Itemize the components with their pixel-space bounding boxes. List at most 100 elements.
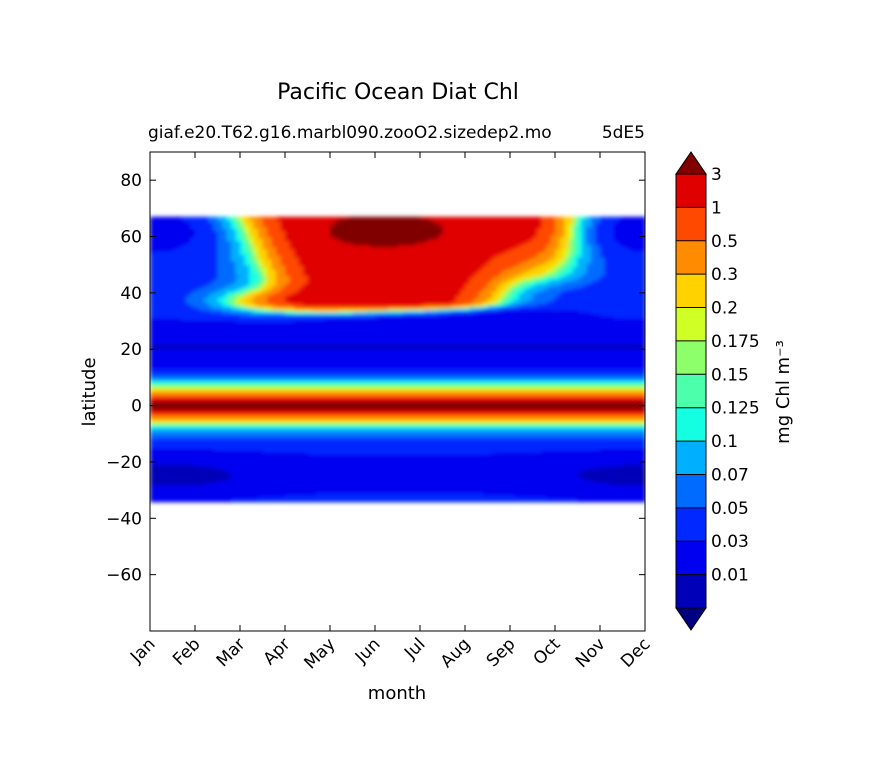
heatmap-cell <box>555 261 561 265</box>
heatmap-cell <box>159 251 165 255</box>
heatmap-cell <box>321 283 327 287</box>
heatmap-cell <box>343 304 349 308</box>
heatmap-cell <box>370 218 376 222</box>
heatmap-cell <box>402 243 408 247</box>
heatmap-cell <box>402 306 408 310</box>
heatmap-cell <box>447 226 453 230</box>
heatmap-cell <box>334 235 340 239</box>
heatmap-cell <box>195 261 201 265</box>
heatmap-cell <box>388 283 394 287</box>
heatmap-cell <box>226 292 232 295</box>
heatmap-cell <box>168 243 174 247</box>
heatmap-cell <box>483 261 489 265</box>
heatmap-cell <box>438 218 444 222</box>
heatmap-cell <box>465 298 471 302</box>
heatmap-cell <box>186 224 192 228</box>
heatmap-cell <box>280 251 286 255</box>
heatmap-cell <box>240 229 246 232</box>
heatmap-cell <box>604 229 610 232</box>
heatmap-cell <box>429 287 435 291</box>
heatmap-cell <box>600 304 606 308</box>
heatmap-cell <box>330 224 336 228</box>
heatmap-cell <box>172 271 178 275</box>
heatmap-cell <box>636 222 642 226</box>
heatmap-cell <box>631 249 637 253</box>
heatmap-cell <box>420 287 426 291</box>
heatmap-cell <box>366 261 372 265</box>
heatmap-cell <box>361 294 367 297</box>
heatmap-cell <box>618 277 624 281</box>
heatmap-cell <box>330 251 336 255</box>
heatmap-cell <box>339 267 345 271</box>
heatmap-cell <box>375 257 381 261</box>
heatmap-cell <box>222 259 228 263</box>
heatmap-cell <box>433 279 439 283</box>
heatmap-cell <box>582 255 588 259</box>
heatmap-cell <box>528 296 534 300</box>
heatmap-cell <box>429 237 435 241</box>
heatmap-cell <box>222 279 228 283</box>
heatmap-cell <box>361 292 367 295</box>
heatmap-cell <box>294 296 300 300</box>
heatmap-cell <box>568 253 574 257</box>
heatmap-cell <box>159 265 165 269</box>
heatmap-cell <box>199 306 205 310</box>
heatmap-cell <box>573 229 579 232</box>
heatmap-cell <box>271 281 277 285</box>
heatmap-cell <box>582 247 588 251</box>
heatmap-cell <box>636 243 642 247</box>
heatmap-cell <box>276 273 282 277</box>
heatmap-cell <box>199 277 205 281</box>
heatmap-cell <box>402 224 408 228</box>
heatmap-cell <box>564 239 570 243</box>
heatmap-cell <box>492 302 498 306</box>
heatmap-cell <box>465 302 471 306</box>
heatmap-cell <box>609 304 615 308</box>
heatmap-cell <box>244 279 250 283</box>
heatmap-cell <box>271 285 277 289</box>
heatmap-cell <box>492 222 498 226</box>
heatmap-cell <box>267 267 273 271</box>
heatmap-cell <box>154 296 160 300</box>
heatmap-cell <box>568 245 574 249</box>
heatmap-cell <box>384 298 390 302</box>
heatmap-cell <box>204 285 210 289</box>
heatmap-cell <box>636 229 642 232</box>
heatmap-cell <box>618 275 624 279</box>
heatmap-cell <box>163 304 169 308</box>
heatmap-cell <box>262 245 268 249</box>
heatmap-cell <box>438 229 444 232</box>
heatmap-cell <box>609 283 615 287</box>
heatmap-cell <box>429 267 435 271</box>
heatmap-cell <box>330 275 336 279</box>
heatmap-cell <box>415 237 421 241</box>
heatmap-cell <box>609 229 615 232</box>
heatmap-cell <box>402 279 408 283</box>
heatmap-cell <box>253 218 259 222</box>
heatmap-cell <box>442 275 448 279</box>
heatmap-cell <box>316 294 322 297</box>
heatmap-cell <box>586 263 592 267</box>
heatmap-cell <box>249 271 255 275</box>
heatmap-cell <box>487 222 493 226</box>
heatmap-cell <box>280 224 286 228</box>
heatmap-cell <box>262 222 268 226</box>
heatmap-cell <box>618 283 624 287</box>
heatmap-cell <box>172 302 178 306</box>
heatmap-cell <box>465 281 471 285</box>
heatmap-cell <box>190 285 196 289</box>
heatmap-cell <box>357 233 363 236</box>
heatmap-cell <box>447 239 453 243</box>
heatmap-cell <box>478 253 484 257</box>
heatmap-cell <box>307 269 313 273</box>
heatmap-cell <box>213 233 219 236</box>
heatmap-cell <box>537 247 543 251</box>
heatmap-cell <box>447 298 453 302</box>
heatmap-cell <box>159 292 165 295</box>
heatmap-cell <box>478 224 484 228</box>
heatmap-cell <box>366 281 372 285</box>
heatmap-cell <box>550 224 556 228</box>
heatmap-cell <box>172 218 178 222</box>
heatmap-cell <box>339 241 345 245</box>
heatmap-cell <box>636 261 642 265</box>
